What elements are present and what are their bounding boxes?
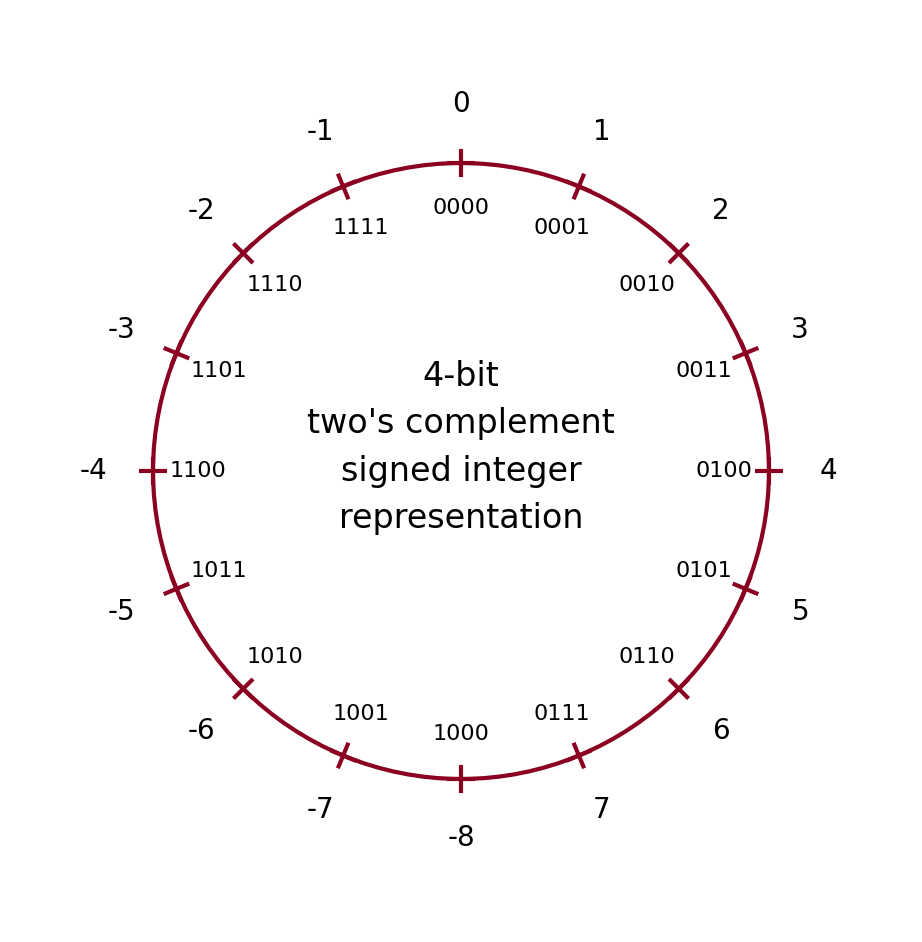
- Text: two's complement: two's complement: [307, 407, 615, 440]
- Text: 1001: 1001: [332, 704, 389, 723]
- Text: 0111: 0111: [533, 704, 590, 723]
- Text: 2: 2: [712, 198, 729, 225]
- Text: 4-bit: 4-bit: [422, 360, 500, 393]
- Text: 1: 1: [593, 118, 610, 146]
- Text: 3: 3: [791, 317, 810, 345]
- Text: 7: 7: [593, 796, 610, 824]
- Text: -3: -3: [108, 317, 136, 345]
- Text: 0110: 0110: [619, 646, 675, 667]
- Text: -2: -2: [187, 198, 215, 225]
- Text: 5: 5: [791, 597, 809, 625]
- Text: 1010: 1010: [247, 646, 303, 667]
- Text: 1111: 1111: [332, 219, 389, 238]
- Text: 1100: 1100: [170, 461, 227, 481]
- Text: 1110: 1110: [247, 275, 303, 296]
- Text: 0: 0: [452, 89, 470, 118]
- Text: signed integer: signed integer: [340, 454, 582, 488]
- Text: 4: 4: [820, 457, 837, 485]
- Text: -6: -6: [187, 717, 215, 744]
- Text: -4: -4: [80, 457, 108, 485]
- Text: 0101: 0101: [675, 561, 732, 581]
- Text: 1101: 1101: [190, 361, 247, 381]
- Text: 0000: 0000: [432, 199, 490, 219]
- Text: -5: -5: [108, 597, 136, 625]
- Text: 0011: 0011: [675, 361, 732, 381]
- Text: -7: -7: [307, 796, 335, 824]
- Text: representation: representation: [338, 502, 584, 535]
- Text: 0001: 0001: [533, 219, 590, 238]
- Text: -8: -8: [447, 824, 475, 853]
- Text: 1011: 1011: [190, 561, 247, 581]
- Text: 0100: 0100: [695, 461, 752, 481]
- Text: 1000: 1000: [432, 723, 490, 743]
- Text: 6: 6: [712, 717, 729, 744]
- Text: 0010: 0010: [619, 275, 675, 296]
- Text: -1: -1: [307, 118, 335, 146]
